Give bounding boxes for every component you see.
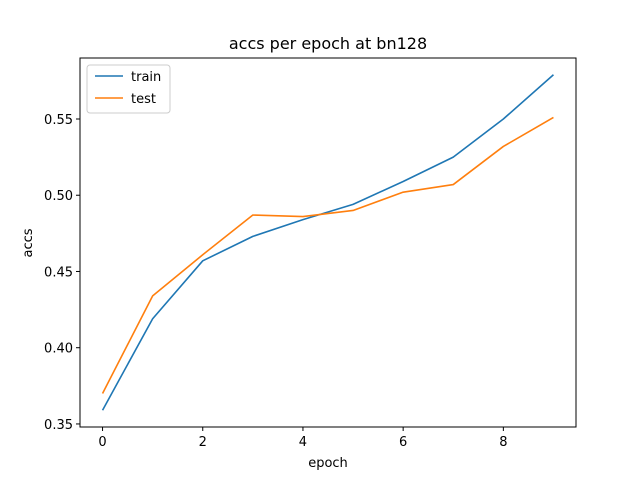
x-tick-label-1: 2 — [199, 435, 207, 450]
series-line-test — [101, 116, 554, 394]
x-axis-label: epoch — [308, 456, 348, 471]
x-tick-label-3: 6 — [399, 435, 407, 450]
y-tick-label-3: 0.50 — [44, 189, 73, 204]
x-tick-label-2: 4 — [299, 435, 307, 450]
plot-area: 0 2 4 6 8 0.35 0.40 0.45 0.50 0.55 train test — [44, 57, 577, 450]
y-tick-label-4: 0.55 — [44, 113, 73, 128]
x-tick-label-0: 0 — [98, 435, 106, 450]
plot-frame — [79, 57, 577, 428]
x-tick-label-4: 8 — [499, 435, 507, 450]
legend-label-test: test — [131, 92, 156, 107]
legend-label-train: train — [131, 70, 161, 85]
y-tick-label-1: 0.40 — [44, 342, 73, 357]
y-tick-label-2: 0.45 — [44, 265, 73, 280]
series-line-train — [101, 74, 554, 411]
y-tick-label-0: 0.35 — [44, 418, 73, 433]
legend-box — [86, 64, 171, 114]
y-axis-label: accs — [21, 228, 36, 257]
chart-title: accs per epoch at bn128 — [229, 34, 427, 53]
